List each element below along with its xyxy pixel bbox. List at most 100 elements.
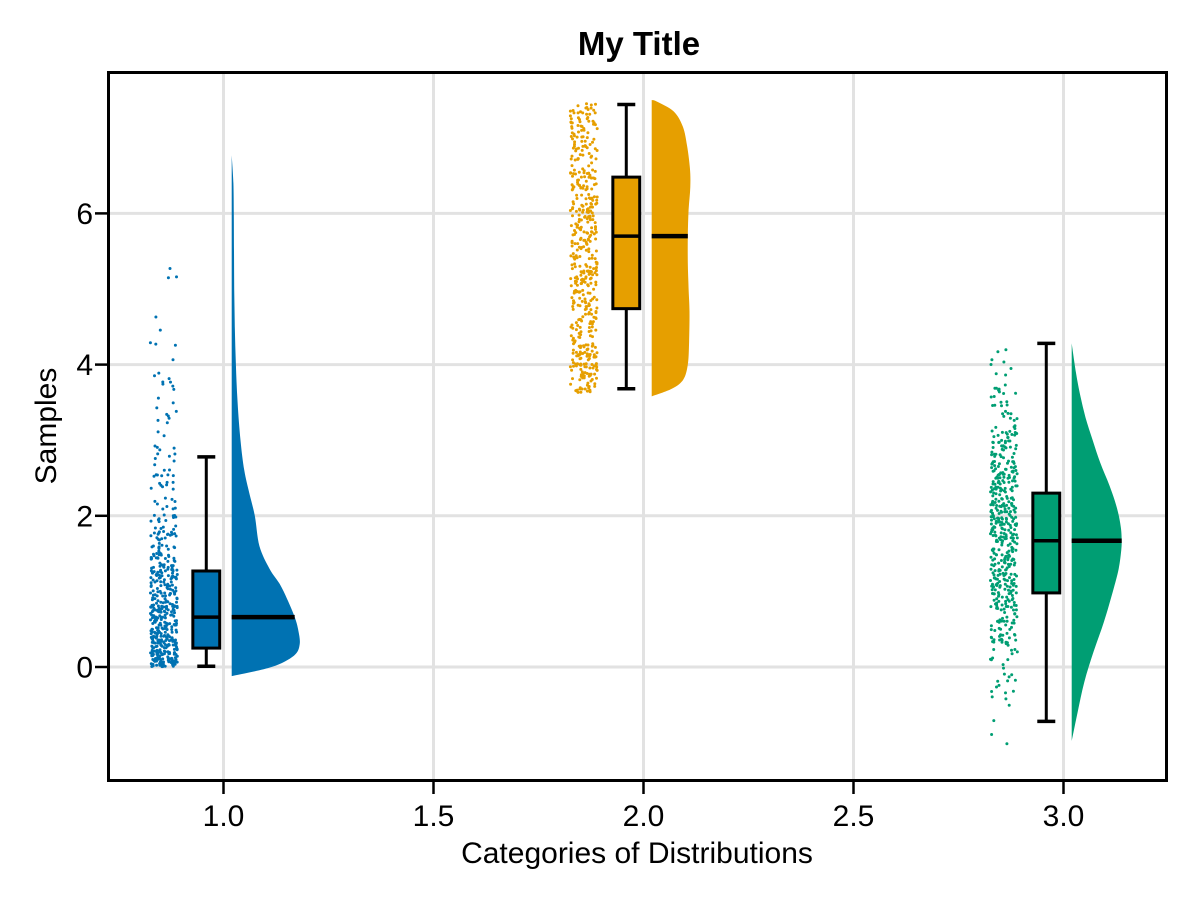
scatter-point	[1008, 416, 1012, 420]
scatter-point	[588, 334, 592, 338]
scatter-point	[580, 319, 584, 323]
scatter-point	[172, 459, 176, 463]
scatter-point	[994, 425, 998, 429]
scatter-point	[175, 573, 179, 576]
scatter-point	[997, 599, 1001, 603]
scatter-point	[1001, 479, 1005, 483]
scatter-point	[1013, 540, 1017, 544]
scatter-point	[1011, 597, 1015, 600]
scatter-point	[578, 153, 582, 157]
scatter-point	[1010, 648, 1013, 652]
scatter-point	[1004, 533, 1008, 537]
scatter-point	[1013, 431, 1017, 434]
scatter-point	[163, 496, 167, 500]
scatter-point	[1012, 452, 1016, 455]
scatter-point	[149, 629, 153, 633]
scatter-point	[1011, 689, 1015, 693]
scatter-point	[1013, 479, 1017, 483]
scatter-point	[156, 641, 160, 645]
scatter-point	[174, 653, 178, 656]
scatter-point	[1008, 513, 1012, 517]
scatter-point	[1001, 471, 1005, 475]
scatter-point	[156, 418, 160, 422]
scatter-point	[997, 512, 1001, 515]
scatter-point	[1007, 703, 1011, 707]
scatter-point	[152, 554, 156, 558]
scatter-point	[158, 654, 162, 658]
scatter-point	[992, 395, 996, 398]
scatter-point	[990, 563, 994, 567]
scatter-point	[1012, 504, 1016, 508]
scatter-point	[999, 489, 1003, 493]
scatter-point	[1010, 652, 1014, 656]
scatter-point	[175, 660, 179, 664]
scatter-point	[587, 357, 591, 360]
scatter-point	[1004, 467, 1008, 471]
scatter-point	[992, 573, 996, 577]
scatter-point	[156, 590, 160, 594]
scatter-point	[576, 242, 580, 246]
scatter-point	[587, 269, 590, 273]
scatter-point	[595, 127, 599, 131]
scatter-point	[166, 655, 170, 659]
scatter-point	[174, 589, 178, 593]
scatter-point	[155, 644, 159, 648]
scatter-point	[575, 225, 579, 229]
scatter-point	[591, 342, 595, 346]
scatter-point	[170, 628, 174, 631]
scatter-point	[580, 139, 584, 143]
scatter-point	[1000, 640, 1004, 644]
scatter-point	[569, 277, 573, 281]
series-layer	[148, 100, 1122, 746]
scatter-point	[1014, 522, 1017, 526]
scatter-point	[569, 171, 573, 175]
scatter-point	[1003, 560, 1007, 564]
scatter-point	[1015, 615, 1019, 619]
scatter-point	[165, 412, 169, 416]
scatter-point	[1008, 445, 1012, 449]
scatter-point	[1011, 536, 1015, 540]
scatter-point	[1014, 515, 1018, 519]
scatter-point	[172, 446, 176, 450]
ticks-layer: 1.0 1.5 2.0 2.5 3.0 0 2 4 6	[76, 198, 1084, 833]
scatter-point	[168, 657, 172, 661]
scatter-point	[162, 468, 166, 472]
scatter-point	[595, 201, 599, 205]
scatter-point	[991, 446, 995, 449]
scatter-point	[170, 575, 174, 579]
scatter-point	[992, 598, 996, 602]
scatter-point	[584, 301, 588, 305]
scatter-point	[1003, 383, 1007, 387]
scatter-point	[578, 238, 582, 241]
scatter-point	[590, 322, 594, 326]
scatter-point	[998, 580, 1002, 583]
scatter-point	[1004, 599, 1008, 603]
scatter-point	[1004, 568, 1008, 572]
scatter-point	[587, 311, 591, 314]
scatter-point	[991, 558, 995, 562]
y-tick-label: 0	[76, 652, 93, 685]
scatter-point	[991, 534, 995, 537]
scatter-point	[1010, 621, 1014, 625]
scatter-point	[164, 519, 168, 522]
scatter-point	[594, 283, 598, 287]
scatter-point	[156, 604, 160, 608]
scatter-point	[570, 267, 574, 271]
scatter-point	[155, 406, 159, 410]
scatter-point	[576, 324, 580, 327]
scatter-point	[990, 518, 993, 522]
scatter-point	[1011, 588, 1015, 592]
scatter-point	[594, 230, 598, 234]
scatter-point	[160, 474, 164, 478]
scatter-point	[586, 381, 590, 385]
scatter-point	[165, 421, 169, 425]
scatter-point	[160, 638, 163, 642]
scatter-point	[589, 176, 593, 180]
scatter-point	[992, 435, 996, 439]
scatter-point	[161, 594, 165, 598]
scatter-point	[175, 600, 178, 604]
scatter-point	[150, 610, 154, 614]
scatter-point	[151, 616, 154, 620]
scatter-point	[587, 171, 591, 175]
